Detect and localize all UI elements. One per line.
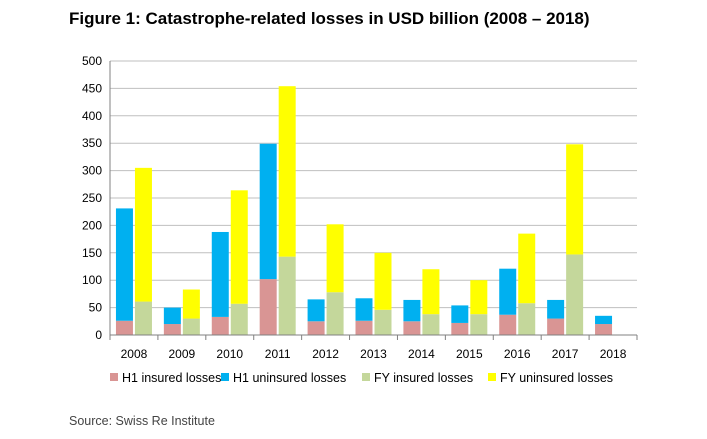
x-tick-label: 2010 [216,347,243,361]
y-tick-label: 150 [82,246,102,260]
bar-fy-uninsured-losses [182,289,200,319]
bar-fy-uninsured-losses [278,86,296,257]
x-tick-label: 2016 [504,347,531,361]
bar-h1-uninsured-losses [259,143,277,280]
legend-swatch [488,373,496,381]
bar-fy-uninsured-losses [134,167,152,302]
bar-h1-insured-losses [115,320,133,335]
legend-label: FY uninsured losses [500,371,613,385]
legend-swatch [362,373,370,381]
bar-fy-uninsured-losses [326,224,344,293]
y-tick-label: 250 [82,191,102,205]
bar-fy-insured-losses [134,301,152,335]
x-tick-label: 2011 [265,347,291,361]
bar-h1-insured-losses [163,324,181,335]
bar-fy-uninsured-losses [374,252,392,310]
legend: H1 insured losses H1 uninsured losses FY i… [110,371,613,385]
x-tick-label: 2013 [360,347,387,361]
bar-h1-insured-losses [259,279,277,335]
bar-fy-uninsured-losses [470,280,488,315]
y-tick-label: 400 [82,109,102,123]
bar-fy-uninsured-losses [422,269,440,315]
legend-swatch [221,373,229,381]
bar-fy-uninsured-losses [566,144,584,255]
x-tick-label: 2012 [312,347,339,361]
y-tick-label: 500 [82,54,102,68]
source-note: Source: Swiss Re Institute [69,414,215,428]
x-tick-label: 2008 [121,347,148,361]
bar-h1-insured-losses [499,314,517,335]
y-tick-label: 50 [89,301,103,315]
bar-fy-insured-losses [326,292,344,335]
bar-h1-insured-losses [211,316,229,335]
bar-fy-insured-losses [566,254,584,335]
y-tick-label: 350 [82,136,102,150]
x-tick-label: 2014 [408,347,435,361]
x-tick-label: 2015 [456,347,483,361]
bar-h1-insured-losses [595,324,613,335]
y-tick-label: 100 [82,273,102,287]
bar-fy-insured-losses [230,303,248,335]
legend-label: H1 insured losses [122,371,221,385]
legend-label: FY insured losses [374,371,473,385]
legend-swatch [110,373,118,381]
bars [115,86,613,335]
x-axis: 2008 2009 2010 2011 2012 2013 2014 2015 2016 2017… [109,334,638,361]
bar-h1-uninsured-losses [211,231,229,317]
y-tick-label: 450 [82,81,102,95]
bar-h1-uninsured-losses [307,299,325,322]
x-tick-label: 2018 [600,347,627,361]
bar-h1-uninsured-losses [115,208,133,321]
legend-label: H1 uninsured losses [233,371,346,385]
bar-h1-insured-losses [403,321,421,335]
bar-h1-uninsured-losses [547,299,565,319]
bar-h1-uninsured-losses [595,315,613,325]
chart-title: Figure 1: Catastrophe-related losses in … [69,9,590,28]
y-tick-label: 200 [82,218,102,232]
bar-fy-insured-losses [182,318,200,335]
bar-fy-uninsured-losses [230,190,248,304]
y-tick-label: 0 [95,328,102,342]
x-tick-label: 2009 [169,347,196,361]
bar-h1-uninsured-losses [163,307,181,325]
bar-fy-insured-losses [422,314,440,335]
bar-h1-uninsured-losses [499,268,517,315]
bar-fy-insured-losses [374,309,392,335]
bar-h1-uninsured-losses [451,305,469,323]
bar-h1-insured-losses [547,318,565,335]
x-tick-label: 2017 [552,347,579,361]
bar-fy-insured-losses [278,256,296,335]
y-axis: 0 50 100 150 200 250 300 350 400 450 500 [82,54,111,342]
bar-h1-insured-losses [451,322,469,335]
bar-h1-uninsured-losses [355,298,373,321]
bar-fy-insured-losses [518,303,536,335]
bar-fy-uninsured-losses [518,233,536,304]
bar-h1-insured-losses [307,321,325,335]
bar-h1-insured-losses [355,320,373,335]
y-tick-label: 300 [82,164,102,178]
bar-fy-insured-losses [470,314,488,335]
bar-h1-uninsured-losses [403,299,421,322]
